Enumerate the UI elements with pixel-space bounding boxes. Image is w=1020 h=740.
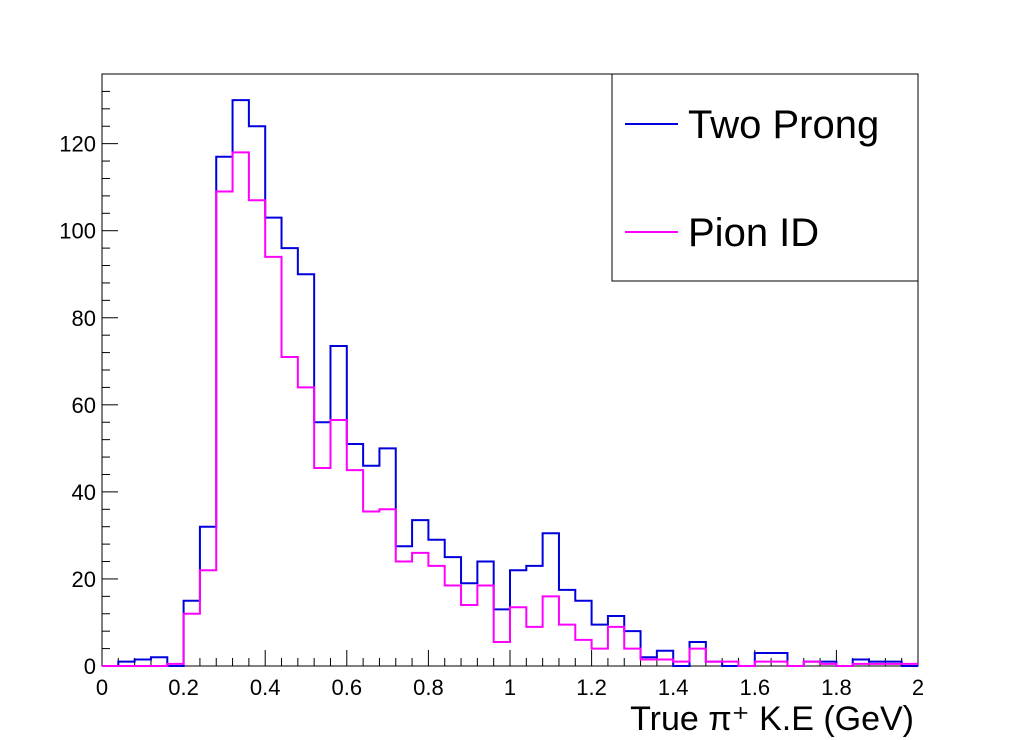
x-tick-label: 1.8	[821, 675, 852, 700]
y-tick-label: 20	[72, 567, 96, 592]
x-tick-label: 0.4	[250, 675, 281, 700]
legend: Two Prong Pion ID	[611, 73, 919, 282]
x-axis: 0 0.2 0.4 0.6 0.8 1 1.2 1.4 1.6 1.8 2	[96, 650, 924, 700]
legend-box	[611, 73, 919, 282]
x-tick-label: 1.6	[740, 675, 771, 700]
legend-label: Pion ID	[688, 211, 819, 255]
y-tick-label: 120	[59, 132, 96, 157]
x-tick-label: 0.8	[413, 675, 444, 700]
legend-label: Two Prong	[688, 103, 879, 147]
y-axis: 0 20 40 60 80 100 120	[59, 73, 118, 679]
x-tick-label: 2	[912, 675, 924, 700]
y-tick-label: 80	[72, 306, 96, 331]
y-tick-label: 40	[72, 480, 96, 505]
x-axis-title: True π⁺ K.E (GeV)	[630, 700, 914, 738]
x-tick-label: 0	[96, 675, 108, 700]
x-tick-label: 1	[504, 675, 516, 700]
series-lines	[102, 99, 918, 667]
y-tick-label: 0	[84, 654, 96, 679]
series-line-pion-id	[102, 151, 918, 667]
x-tick-label: 1.4	[658, 675, 689, 700]
x-tick-label: 1.2	[576, 675, 607, 700]
y-tick-label: 100	[59, 219, 96, 244]
x-tick-label: 0.2	[168, 675, 199, 700]
y-tick-label: 60	[72, 393, 96, 418]
x-tick-label: 0.6	[332, 675, 363, 700]
